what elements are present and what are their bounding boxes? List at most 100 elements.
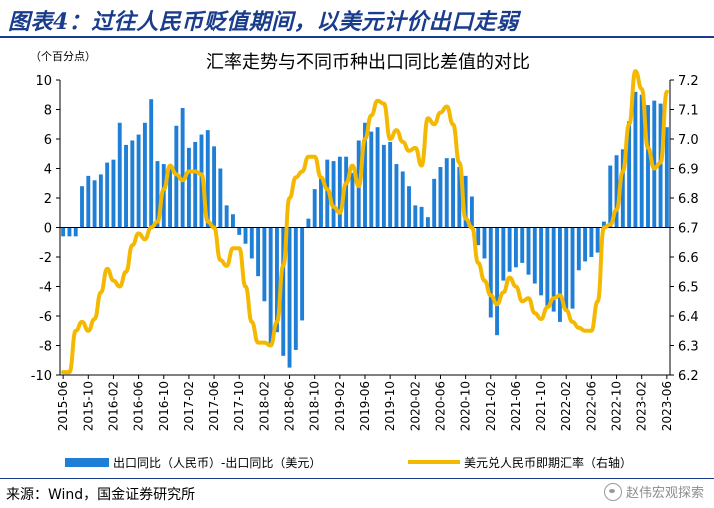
bar: [551, 227, 556, 312]
bar: [557, 227, 562, 322]
bar: [451, 158, 455, 228]
bar: [268, 227, 273, 347]
bar: [589, 227, 594, 257]
bar: [444, 158, 449, 228]
title-rule: [0, 36, 714, 38]
bar: [388, 141, 393, 228]
bar: [595, 227, 600, 253]
bar: [620, 149, 625, 228]
bar: [400, 171, 405, 228]
bar: [476, 227, 481, 246]
x-tick-label: 2022-10: [610, 381, 624, 431]
left-tick-label: -2: [39, 251, 52, 266]
x-tick-label: 2016-02: [106, 381, 120, 431]
right-tick-label: 6.2: [678, 369, 699, 384]
left-tick-label: 10: [35, 74, 52, 89]
bar: [539, 227, 544, 296]
x-tick-label: 2022-02: [559, 381, 573, 431]
bar: [664, 127, 669, 228]
bar: [256, 227, 261, 277]
left-tick-label: 2: [44, 192, 52, 207]
bar: [237, 227, 242, 235]
bar: [419, 206, 424, 228]
bar: [507, 227, 512, 272]
left-tick-label: -6: [39, 310, 52, 325]
x-tick-label: 2015-10: [81, 381, 95, 431]
bar: [369, 131, 374, 228]
left-axis-ticks: 10 8 6 4 2 0 -2 -4 -6 -8 -10: [31, 74, 60, 384]
bar: [86, 175, 91, 228]
bar: [627, 121, 632, 228]
x-tick-label: 2016-10: [157, 381, 171, 431]
bar: [438, 167, 443, 228]
x-tick-label: 2017-10: [232, 381, 246, 431]
bar: [80, 186, 84, 228]
bar: [652, 100, 657, 228]
x-tick-label: 2016-06: [132, 381, 146, 431]
bar: [262, 227, 267, 302]
right-tick-label: 7.0: [678, 133, 699, 148]
legend: 出口同比（人民币）-出口同比（美元） 美元兑人民币即期汇率（右轴）: [65, 455, 632, 470]
watermark: 赵伟宏观探索: [603, 482, 704, 501]
bar: [394, 164, 399, 228]
bar: [501, 227, 506, 281]
source-note: 来源：Wind，国金证券研究所: [6, 487, 196, 503]
x-tick-label: 2023-06: [660, 381, 674, 431]
x-tick-label: 2019-06: [358, 381, 372, 431]
bar: [149, 99, 154, 228]
x-tick-label: 2020-02: [408, 381, 422, 431]
bar: [136, 134, 141, 228]
bar: [230, 214, 235, 228]
bar: [545, 227, 550, 306]
bar: [281, 227, 286, 356]
bar: [425, 217, 430, 228]
bar: [61, 227, 66, 237]
bar: [488, 227, 493, 318]
bar: [212, 146, 217, 228]
x-tick-label: 2018-10: [308, 381, 322, 431]
right-tick-label: 6.8: [678, 192, 699, 207]
x-tick-label: 2021-10: [534, 381, 548, 431]
bar: [602, 221, 606, 228]
x-tick-label: 2017-06: [207, 381, 221, 431]
bar: [287, 227, 292, 368]
bar: [300, 227, 305, 321]
bar: [130, 140, 135, 228]
bar: [495, 227, 500, 336]
x-tick-label: 2017-02: [182, 381, 196, 431]
bar: [98, 174, 103, 228]
bar: [482, 227, 487, 259]
bar: [180, 108, 185, 228]
exchange-rate-line: [61, 69, 669, 375]
bar: [312, 189, 317, 228]
bar: [350, 172, 355, 228]
bar: [413, 205, 418, 228]
bar: [67, 227, 72, 237]
right-tick-label: 6.4: [678, 310, 699, 325]
chart-title: 汇率走势与不同币种出口同比差值的对比: [206, 52, 530, 73]
bar: [218, 168, 223, 228]
left-tick-label: -4: [39, 281, 52, 296]
bar: [633, 91, 638, 228]
bar: [117, 122, 122, 228]
bar: [457, 167, 462, 228]
left-tick-label: -10: [31, 369, 52, 384]
watermark-text: 赵伟宏观探索: [625, 486, 704, 501]
left-tick-label: 4: [44, 163, 52, 178]
bar: [243, 227, 248, 244]
x-tick-label: 2022-06: [584, 381, 598, 431]
left-tick-label: 6: [44, 133, 52, 148]
bar: [161, 164, 166, 228]
bar: [583, 227, 588, 262]
bar: [224, 205, 229, 228]
right-tick-label: 6.5: [678, 281, 699, 296]
bar: [168, 165, 173, 228]
x-tick-label: 2020-06: [433, 381, 447, 431]
x-tick-label: 2018-06: [283, 381, 297, 431]
right-axis-ticks: 7.2 7.1 7.0 6.9 6.8 6.7 6.6 6.5 6.4 6.3 6.2: [670, 74, 699, 384]
bar: [646, 105, 650, 228]
x-tick-label: 2020-10: [459, 381, 473, 431]
bar-series: [61, 91, 669, 368]
bar: [526, 227, 531, 275]
bar: [193, 141, 198, 228]
